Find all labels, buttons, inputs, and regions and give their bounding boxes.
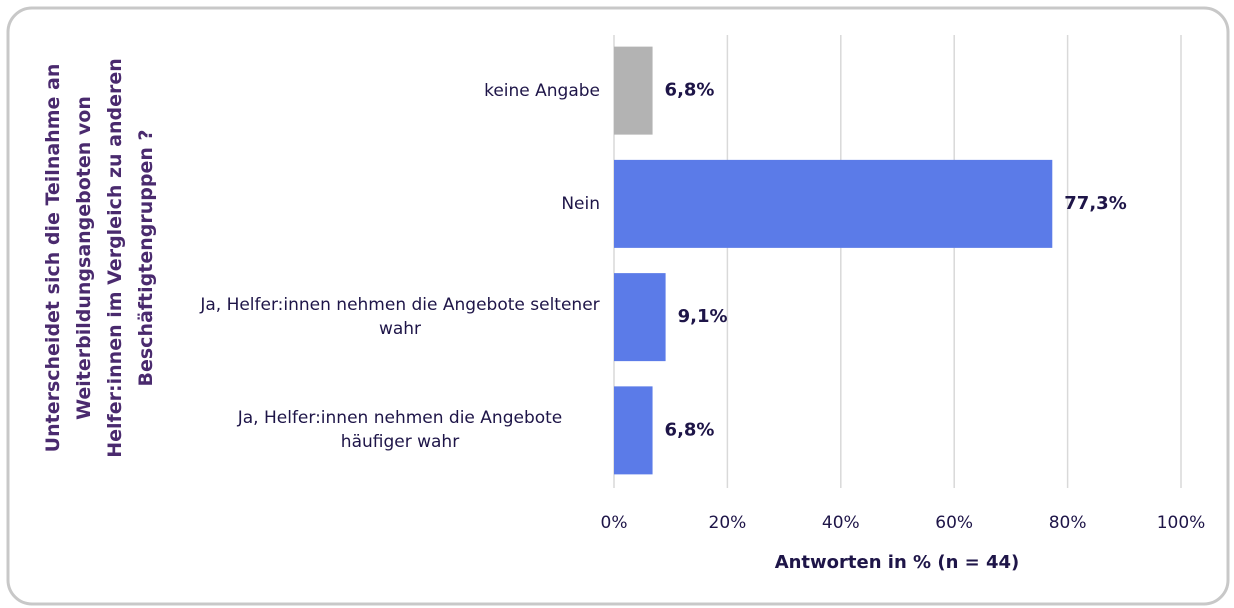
bar	[614, 386, 653, 475]
x-tick-label: 0%	[601, 513, 628, 533]
y-tick-label: keine Angabe	[484, 80, 600, 101]
y-tick-label: Nein	[561, 193, 600, 214]
value-label: 6,8%	[665, 80, 715, 101]
x-tick-label: 60%	[935, 513, 973, 533]
bar	[614, 159, 1053, 248]
x-tick-label: 80%	[1049, 513, 1087, 533]
x-tick-label: 100%	[1157, 513, 1206, 533]
bar	[614, 273, 666, 362]
bar	[614, 46, 653, 135]
y-tick-label: Ja, Helfer:innen nehmen die Angebote sel…	[200, 295, 600, 340]
y-axis-title-line: Unterscheidet sich die Teilnahme an	[42, 64, 64, 453]
value-label: 6,8%	[665, 419, 715, 440]
x-tick-label: 20%	[709, 513, 747, 533]
x-tick-label: 40%	[822, 513, 860, 533]
y-axis-title-line: Beschäftigtengruppen ?	[135, 130, 157, 387]
x-axis-title: Antworten in % (n = 44)	[775, 552, 1020, 573]
value-label: 9,1%	[678, 306, 728, 327]
y-tick-label: Ja, Helfer:innen nehmen die Angebote häu…	[237, 408, 563, 453]
value-label: 77,3%	[1064, 193, 1126, 214]
frame	[6, 6, 1230, 606]
y-axis-title: Unterscheidet sich die Teilnahme an Weite…	[42, 58, 157, 458]
y-axis-title-line: Weiterbildungsangeboten von	[73, 96, 95, 420]
y-axis-title-line: Helfer:innen im Vergleich zu anderen	[104, 58, 126, 458]
